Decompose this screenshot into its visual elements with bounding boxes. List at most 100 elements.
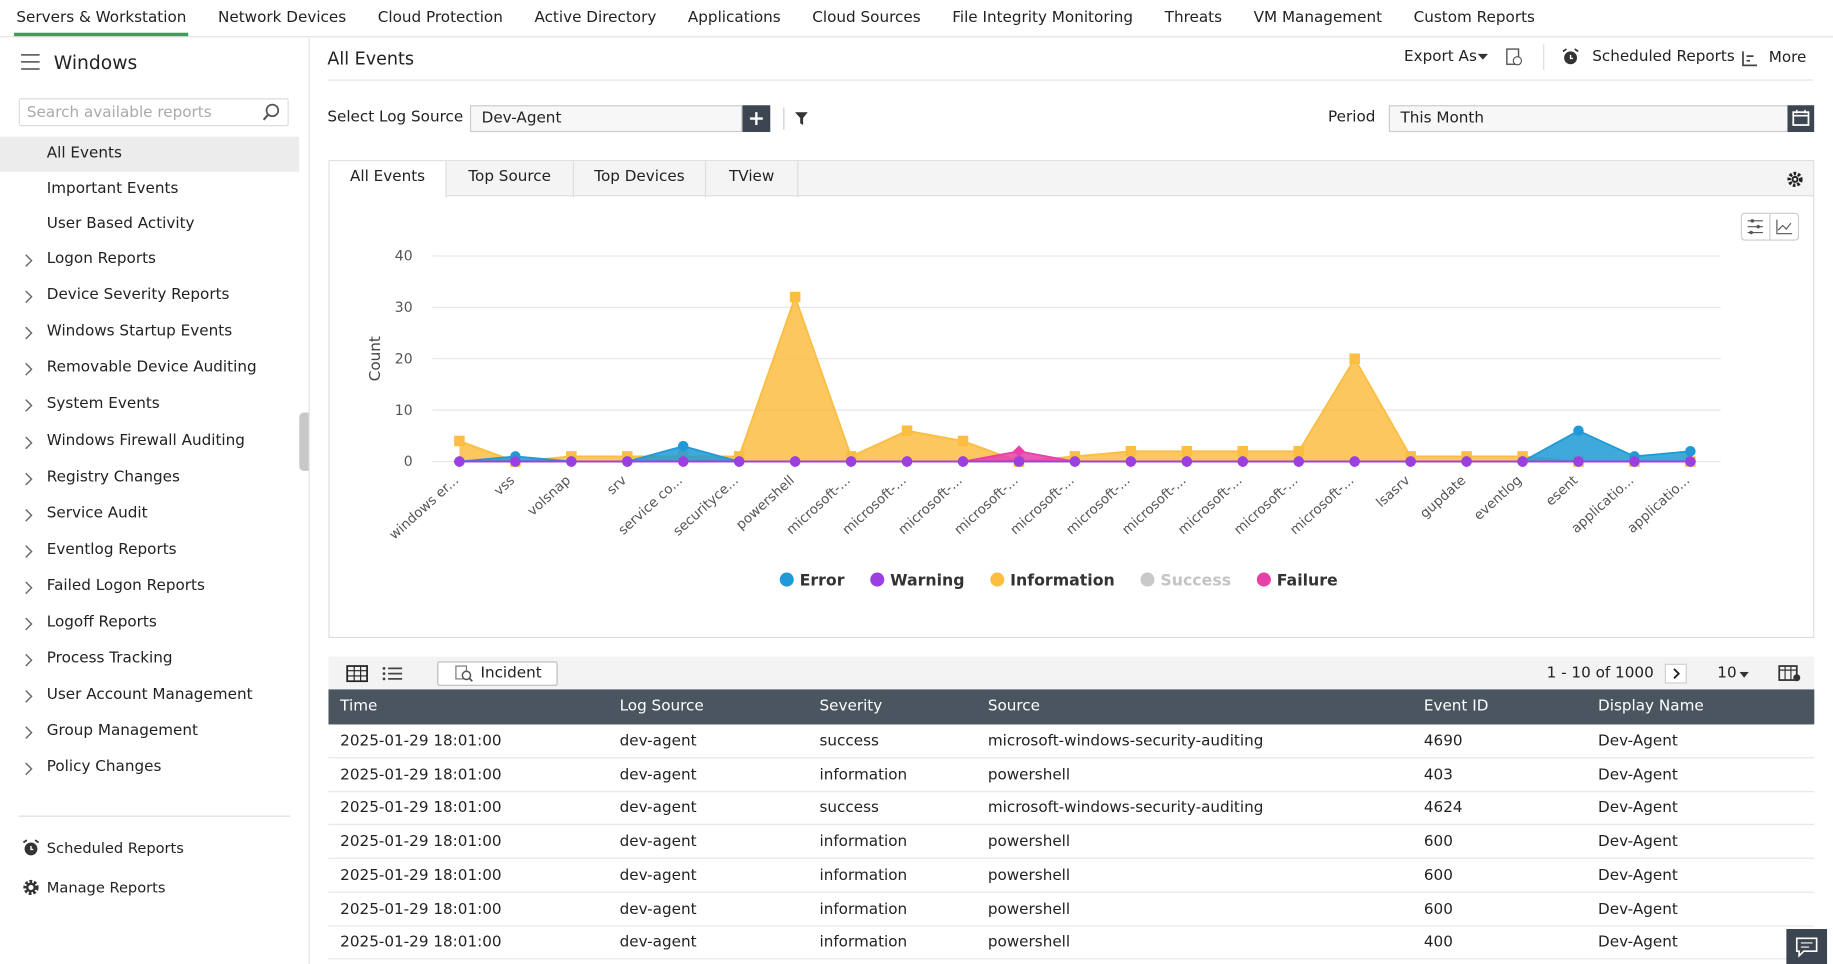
pdf-icon[interactable] <box>1505 48 1524 67</box>
sidebar-footer-link[interactable]: Scheduled Reports <box>46 838 184 857</box>
sidebar-group[interactable]: User Account Management <box>46 686 253 704</box>
nav-tab[interactable]: Active Directory <box>534 9 657 27</box>
x-tick-label: volsnap <box>525 473 574 519</box>
calendar-button[interactable] <box>1787 105 1815 133</box>
sidebar-footer-link[interactable]: Manage Reports <box>46 878 166 897</box>
next-page-button[interactable] <box>1664 663 1687 684</box>
table-cell: 2025-01-29 18:01:00 <box>340 900 502 918</box>
table-cell: information <box>819 900 908 918</box>
tab[interactable]: Top Source <box>447 161 574 198</box>
nav-tab[interactable]: Servers & Workstation <box>16 9 187 27</box>
y-tick-label: 0 <box>404 454 413 470</box>
table-header <box>328 689 1815 725</box>
table-cell: 2025-01-29 18:01:00 <box>340 799 502 818</box>
nav-tab[interactable]: Cloud Sources <box>812 9 921 27</box>
nav-tab[interactable]: Network Devices <box>217 9 347 27</box>
table-cell: 2025-01-29 18:01:00 <box>340 766 502 784</box>
sidebar-group[interactable]: Windows Firewall Auditing <box>46 431 245 450</box>
table-cell: powershell <box>987 833 1071 851</box>
add-button[interactable] <box>742 105 771 133</box>
point <box>1517 456 1528 467</box>
column-header[interactable]: Log Source <box>619 697 704 716</box>
settings-icon[interactable] <box>1786 171 1804 189</box>
log-source-label: Select Log Source <box>327 108 464 127</box>
point <box>1685 456 1696 467</box>
sidebar-group[interactable]: Policy Changes <box>46 758 162 777</box>
sidebar-group[interactable]: Group Management <box>46 722 198 740</box>
point <box>1573 425 1584 436</box>
scheduled-reports-button[interactable]: Scheduled Reports <box>1592 47 1735 66</box>
point <box>789 291 801 303</box>
nav-tab[interactable]: Custom Reports <box>1413 9 1535 27</box>
more-button[interactable]: More <box>1768 49 1807 67</box>
column-header[interactable]: Severity <box>819 697 883 716</box>
plot: 0 10 20 30 40 Count windows er... vss volsnap srv… <box>366 249 1721 589</box>
sidebar-item[interactable]: User Based Activity <box>46 215 195 233</box>
columns-icon[interactable] <box>1778 665 1801 683</box>
legend-label: Success <box>1160 570 1231 589</box>
legend-label: Failure <box>1277 570 1338 589</box>
table-cell: powershell <box>987 866 1071 885</box>
x-tick-label: windows er... <box>387 473 462 543</box>
point <box>1125 446 1137 457</box>
sidebar-item[interactable]: All Events <box>46 144 122 163</box>
export-button[interactable]: Export As <box>1403 47 1477 66</box>
column-header[interactable]: Source <box>987 697 1041 716</box>
sidebar-group[interactable]: Removable Device Auditing <box>46 359 257 377</box>
chevron-icon <box>25 363 33 376</box>
sidebar-group[interactable]: Eventlog Reports <box>46 540 177 559</box>
period-input[interactable]: This Month <box>1388 105 1789 133</box>
sidebar-item[interactable]: Important Events <box>46 179 179 198</box>
alarm-icon <box>22 839 40 856</box>
grid-view-icon[interactable] <box>346 665 369 683</box>
chevron-icon <box>25 581 33 594</box>
table-cell: information <box>819 766 908 784</box>
column-header[interactable]: Display Name <box>1598 697 1704 716</box>
sidebar-active-row <box>0 136 300 172</box>
header-divider <box>327 79 1814 81</box>
sidebar-group[interactable]: Process Tracking <box>46 649 173 668</box>
point <box>1461 456 1472 467</box>
log-source-input[interactable]: Dev-Agent <box>469 105 743 133</box>
nav-tab[interactable]: Cloud Protection <box>377 9 503 27</box>
legend-marker <box>1256 572 1271 587</box>
sidebar-group[interactable]: Device Severity Reports <box>46 286 230 304</box>
table-cell: information <box>819 933 908 952</box>
page-size[interactable]: 10 <box>1717 664 1737 683</box>
table-row <box>328 926 1815 960</box>
nav-tab[interactable]: Threats <box>1164 9 1223 27</box>
point <box>510 456 521 467</box>
x-tick-label: srv <box>605 473 630 498</box>
column-header[interactable]: Time <box>340 697 378 716</box>
filter-icon[interactable] <box>794 112 809 126</box>
table-toolbar <box>328 656 1815 690</box>
search-box[interactable]: Search available reports <box>18 98 289 127</box>
sidebar-group[interactable]: Logoff Reports <box>46 613 157 631</box>
chart-tools[interactable] <box>1740 212 1800 241</box>
tab[interactable]: TView <box>706 161 799 198</box>
menu-icon[interactable] <box>21 54 40 70</box>
sidebar-group[interactable]: Windows Startup Events <box>46 322 233 341</box>
sidebar-group[interactable]: Failed Logon Reports <box>46 577 205 595</box>
collapse-handle[interactable] <box>299 412 309 471</box>
point <box>1293 456 1304 467</box>
nav-tab[interactable]: VM Management <box>1253 9 1383 27</box>
table-cell: success <box>819 799 879 818</box>
nav-tab[interactable]: Applications <box>687 9 781 27</box>
sidebar-group[interactable]: Registry Changes <box>46 468 180 486</box>
sidebar-group[interactable]: Logon Reports <box>46 250 156 268</box>
chat-button[interactable] <box>1786 928 1828 964</box>
y-tick-label: 30 <box>395 300 413 316</box>
tab[interactable]: All Events <box>329 161 447 198</box>
nav-tab[interactable]: File Integrity Monitoring <box>952 9 1134 27</box>
sidebar-group[interactable]: System Events <box>46 395 160 413</box>
list-view-icon[interactable] <box>382 666 403 681</box>
sidebar-group[interactable]: Service Audit <box>46 504 148 522</box>
tab[interactable]: Top Devices <box>574 161 707 198</box>
table-cell: Dev-Agent <box>1598 933 1678 952</box>
column-header[interactable]: Event ID <box>1423 697 1489 716</box>
table-cell: Dev-Agent <box>1598 866 1678 885</box>
search-icon[interactable] <box>262 103 281 122</box>
chevron-icon <box>25 290 33 304</box>
